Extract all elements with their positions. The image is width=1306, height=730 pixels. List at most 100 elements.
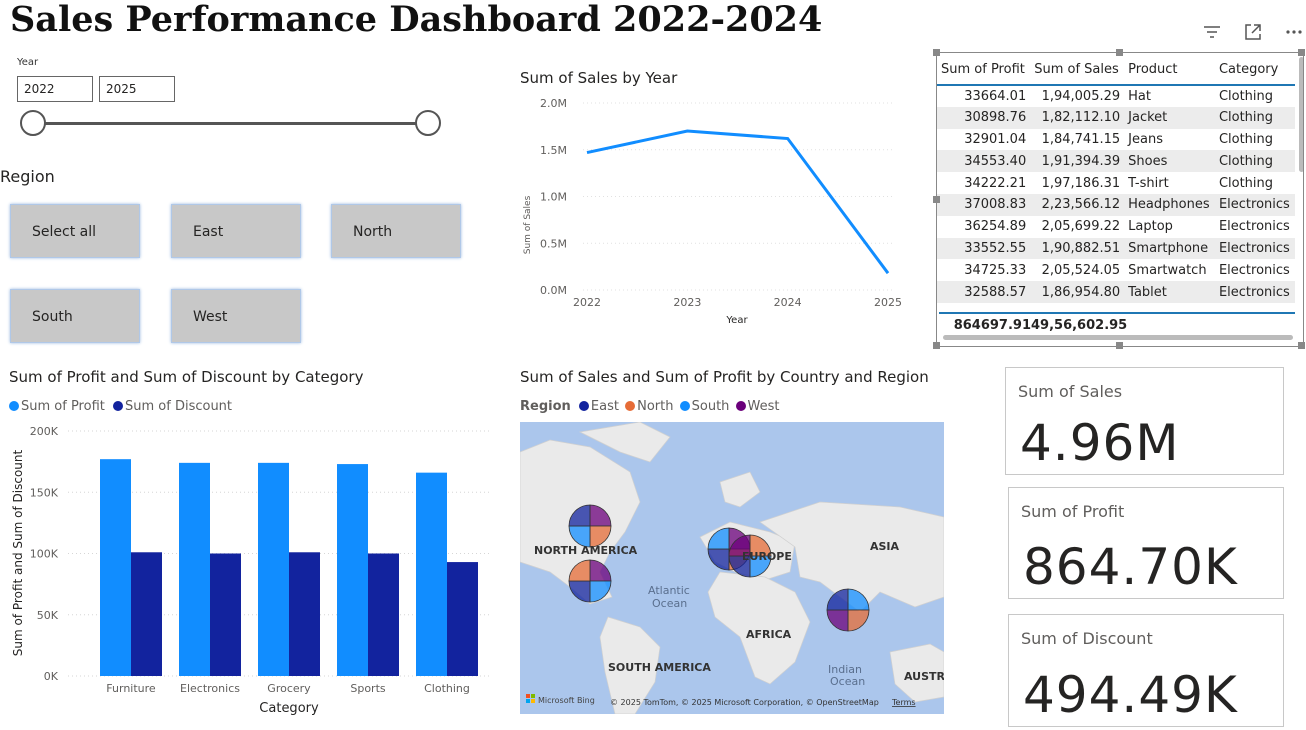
bar-chart-xlabel: Category: [259, 701, 319, 716]
line-chart-ylabel: Sum of Sales: [523, 195, 533, 254]
legend-profit-label: Sum of Profit: [21, 399, 105, 414]
year-slider-end-handle[interactable]: [415, 110, 441, 136]
total-sales: 49,56,602.95: [1031, 318, 1128, 333]
legend-discount-marker: [113, 401, 123, 411]
bar-chart-ytick: 100K: [30, 548, 59, 561]
profit-bar[interactable]: [179, 462, 210, 676]
bar-chart-xtick: Electronics: [180, 682, 240, 695]
table-cell: Electronics: [1214, 281, 1295, 303]
table-row[interactable]: 34222.21 1,97,186.31 T-shirt Clothing: [937, 172, 1295, 194]
legend-east-label: East: [590, 399, 619, 414]
line-chart-ytick: 0.0M: [540, 284, 567, 297]
table-cell: 33664.01: [964, 88, 1027, 104]
bar-chart-xtick: Furniture: [106, 682, 156, 695]
focus-mode-icon[interactable]: [1242, 22, 1264, 44]
bar-chart-ytick: 50K: [37, 609, 59, 622]
line-chart-ytick: 1.5M: [540, 144, 567, 157]
legend-discount-label: Sum of Discount: [125, 399, 233, 414]
table-row[interactable]: 33552.55 1,90,882.51 Smartphone Electronics: [937, 237, 1295, 260]
line-chart-xtick: 2023: [673, 296, 701, 309]
table-vertical-scrollbar[interactable]: [1299, 57, 1303, 172]
year-slider-start-handle[interactable]: [20, 110, 46, 136]
discount-bar[interactable]: [131, 552, 162, 676]
kpi-value-sales: 4.96M: [1020, 414, 1180, 472]
legend-south-marker: [679, 401, 690, 411]
resize-handle[interactable]: [1298, 49, 1305, 56]
bar-chart-ylabel: Sum of Profit and Sum of Discount: [11, 450, 25, 657]
table-row[interactable]: 37008.83 2,23,566.12 Headphones Electronics: [937, 193, 1295, 216]
resize-handle[interactable]: [1298, 342, 1305, 349]
continent-label-south-america: SOUTH AMERICA: [608, 661, 711, 674]
legend-east-marker: [578, 401, 589, 411]
profit-bar[interactable]: [100, 459, 131, 676]
table-cell: 1,90,882.51: [1030, 237, 1125, 260]
resize-handle[interactable]: [933, 342, 940, 349]
continent-label-north-america: NORTH AMERICA: [534, 544, 638, 557]
table-cell: 1,82,112.10: [1030, 106, 1125, 129]
sales-line-series[interactable]: [586, 129, 890, 275]
resize-handle[interactable]: [933, 49, 940, 56]
bar-chart-title: Sum of Profit and Sum of Discount by Cat…: [9, 368, 364, 386]
table-row[interactable]: 32588.57 1,86,954.80 Tablet Electronics: [937, 281, 1295, 303]
map-pie-marker[interactable]: [568, 504, 612, 548]
column-header-sales[interactable]: Sum of Sales: [1030, 53, 1125, 86]
table-row[interactable]: 34725.33 2,05,524.05 Smartwatch Electronics: [937, 259, 1295, 281]
table-cell: Clothing: [1218, 175, 1274, 191]
map-terms-link[interactable]: Terms: [891, 698, 916, 707]
table-cell: 2,23,566.12: [1030, 193, 1125, 216]
table-row[interactable]: 33664.01 1,94,005.29 Hat Clothing: [937, 85, 1295, 107]
table-row[interactable]: 36254.89 2,05,699.22 Laptop Electronics: [937, 216, 1295, 238]
resize-handle[interactable]: [1116, 49, 1123, 56]
region-south-button[interactable]: South: [10, 289, 140, 343]
region-west-button[interactable]: West: [171, 289, 301, 343]
map-visual[interactable]: NORTH AMERICA EUROPE ASIA AFRICA SOUTH A…: [520, 422, 944, 714]
region-east-button[interactable]: East: [171, 204, 301, 258]
legend-north-label: North: [637, 399, 674, 414]
discount-bar[interactable]: [289, 552, 320, 676]
table-cell: Clothing: [1214, 106, 1295, 129]
table-cell: 2,05,524.05: [1041, 262, 1121, 278]
table-cell: 34725.33: [964, 262, 1027, 278]
column-header-product[interactable]: Product: [1124, 53, 1215, 86]
kpi-label-profit: Sum of Profit: [1021, 502, 1125, 521]
profit-bar[interactable]: [416, 472, 447, 676]
discount-bar[interactable]: [368, 553, 399, 677]
bar-chart-xtick: Grocery: [267, 682, 311, 695]
table-cell: Hat: [1128, 88, 1151, 104]
discount-bar[interactable]: [210, 553, 241, 677]
year-end-input[interactable]: 2025: [99, 76, 175, 102]
kpi-value-discount: 494.49K: [1023, 666, 1238, 724]
column-header-category[interactable]: Category: [1214, 53, 1295, 86]
map-pie-marker[interactable]: [568, 559, 612, 603]
table-row[interactable]: 30898.76 1,82,112.10 Jacket Clothing: [937, 106, 1295, 129]
line-chart-xtick: 2025: [874, 296, 902, 309]
table-cell: Clothing: [1218, 88, 1274, 104]
resize-handle[interactable]: [1116, 342, 1123, 349]
map-pie-marker[interactable]: [728, 534, 772, 578]
table-cell: 1,86,954.80: [1030, 281, 1125, 303]
more-options-icon[interactable]: [1283, 22, 1305, 44]
region-slicer-title: Region: [0, 167, 55, 186]
year-start-input[interactable]: 2022: [17, 76, 93, 102]
table-cell: 36254.89: [964, 219, 1027, 235]
table-cell: Electronics: [1214, 193, 1295, 216]
bar-chart[interactable]: 0K 50K 100K 150K 200K Sum of Profit and Sum …: [0, 420, 500, 720]
region-select-all-button[interactable]: Select all: [10, 204, 140, 258]
table-horizontal-scrollbar[interactable]: [943, 335, 1293, 340]
filter-icon[interactable]: [1201, 22, 1223, 44]
table-cell: Smartphone: [1124, 237, 1215, 260]
product-table[interactable]: Sum of Profit Sum of Sales Product Categ…: [936, 52, 1304, 347]
discount-bar[interactable]: [447, 562, 478, 676]
table-row[interactable]: 34553.40 1,91,394.39 Shoes Clothing: [937, 150, 1295, 173]
table-cell: 1,91,394.39: [1030, 150, 1125, 173]
resize-handle[interactable]: [933, 196, 940, 203]
map-pie-marker[interactable]: [826, 588, 870, 632]
profit-bar[interactable]: [337, 464, 368, 676]
region-north-button[interactable]: North: [331, 204, 461, 258]
ocean-label-atlantic-2: Ocean: [652, 597, 687, 610]
line-chart[interactable]: 0.0M 0.5M 1.0M 1.5M 2.0M Sum of Sales Year 2…: [516, 92, 910, 332]
year-slider-track[interactable]: [32, 122, 428, 125]
profit-bar[interactable]: [258, 462, 289, 676]
column-header-profit[interactable]: Sum of Profit: [937, 53, 1031, 86]
table-row[interactable]: 32901.04 1,84,741.15 Jeans Clothing: [937, 129, 1295, 151]
